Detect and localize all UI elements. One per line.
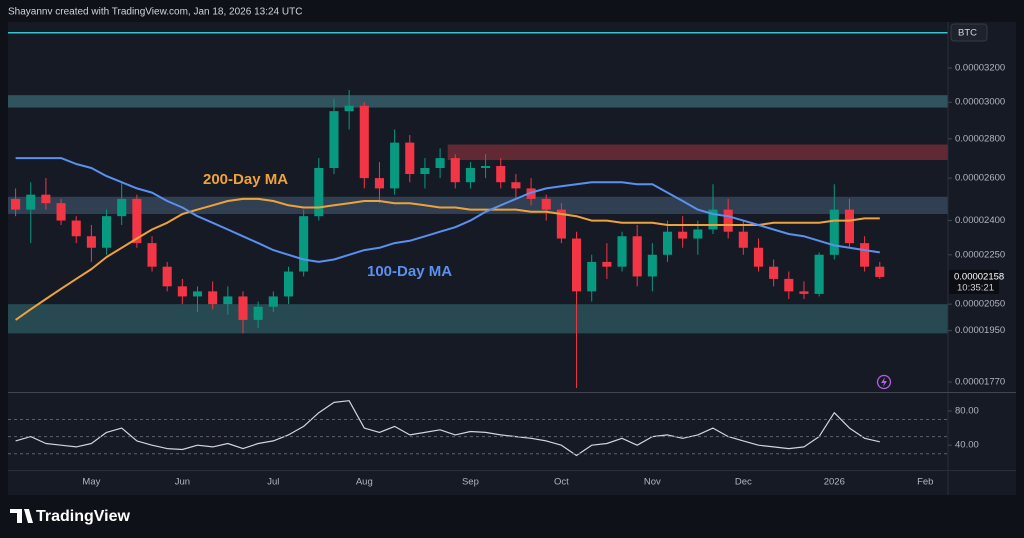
candle-body bbox=[511, 182, 521, 189]
candle-body bbox=[71, 220, 81, 237]
brand: TradingView bbox=[36, 508, 131, 525]
x-tick-label: Jun bbox=[175, 477, 190, 488]
candle-body bbox=[647, 254, 657, 277]
header: Shayannv created with TradingView.com, J… bbox=[8, 7, 302, 18]
y-tick-label: 0.00002400 bbox=[955, 215, 1005, 226]
candle-body bbox=[617, 236, 627, 267]
candle-body bbox=[344, 105, 354, 112]
alert-icon[interactable] bbox=[876, 374, 892, 390]
y-tick-label: 0.00002250 bbox=[955, 249, 1005, 260]
candle-body bbox=[86, 236, 96, 248]
candle-body bbox=[374, 178, 384, 189]
ma-line bbox=[15, 197, 880, 321]
candle-body bbox=[359, 105, 369, 179]
candle-body bbox=[496, 166, 506, 183]
candle-body bbox=[602, 261, 612, 267]
candle-body bbox=[556, 209, 566, 239]
price-tag-label: 0.00002158 bbox=[954, 271, 1004, 282]
x-tick-label: Nov bbox=[644, 477, 661, 488]
y-tick-label: 0.00002600 bbox=[955, 173, 1005, 184]
candle-body bbox=[41, 194, 51, 204]
zone bbox=[447, 144, 948, 161]
candle-body bbox=[693, 229, 703, 239]
candle-body bbox=[481, 166, 491, 169]
candle-body bbox=[738, 231, 748, 248]
candle-body bbox=[405, 142, 415, 175]
logo-mark bbox=[10, 509, 33, 523]
y-tick-label: 0.00001950 bbox=[955, 325, 1005, 336]
candle-body bbox=[678, 231, 688, 239]
y-tick-label: 0.00003200 bbox=[955, 63, 1005, 74]
ma-annotation: 200-Day MA bbox=[203, 171, 288, 188]
candle-body bbox=[223, 296, 233, 305]
candle-body bbox=[390, 142, 400, 189]
candle-body bbox=[860, 243, 870, 267]
candle-body bbox=[541, 198, 551, 210]
candle-body bbox=[420, 168, 430, 175]
candle-body bbox=[784, 278, 794, 292]
candle-body bbox=[723, 209, 733, 232]
candle-body bbox=[56, 203, 66, 221]
candle-body bbox=[102, 216, 112, 248]
candle-body bbox=[117, 198, 127, 217]
ma-line bbox=[15, 157, 880, 263]
candle-body bbox=[875, 266, 885, 277]
candle-body bbox=[192, 291, 203, 297]
candle-body bbox=[329, 111, 339, 169]
x-tick-label: Jul bbox=[267, 477, 279, 488]
zone bbox=[8, 95, 948, 108]
candle-body bbox=[299, 216, 309, 272]
candle-body bbox=[662, 231, 673, 255]
candle-body bbox=[253, 306, 263, 320]
candle-body bbox=[314, 168, 324, 217]
candle-body bbox=[283, 271, 294, 297]
x-tick-label: Aug bbox=[356, 477, 373, 488]
x-tick-label: Dec bbox=[735, 477, 752, 488]
x-tick-label: 2026 bbox=[824, 477, 845, 488]
x-tick-label: Sep bbox=[462, 477, 479, 488]
x-tick-label: Feb bbox=[917, 477, 933, 488]
x-tick-label: May bbox=[82, 477, 100, 488]
candle-body bbox=[708, 209, 718, 230]
candle-body bbox=[11, 198, 21, 210]
candle-body bbox=[753, 247, 764, 267]
candle-body bbox=[769, 266, 779, 279]
candle-body bbox=[829, 209, 839, 255]
y-tick-label: 0.00002050 bbox=[955, 299, 1005, 310]
y-tick-label: 0.00003000 bbox=[955, 97, 1005, 108]
candle-body bbox=[572, 238, 582, 292]
candle-body bbox=[147, 243, 157, 267]
candle-body bbox=[435, 158, 445, 169]
candle-body bbox=[814, 254, 824, 294]
y-tick-label: 0.00001770 bbox=[955, 377, 1005, 388]
symbol: BTC bbox=[958, 28, 977, 39]
candle-body bbox=[799, 291, 809, 294]
indicator-line bbox=[15, 400, 880, 457]
price-tag bbox=[949, 269, 999, 294]
y-tick-label: 80.00 bbox=[955, 405, 979, 416]
candle-body bbox=[208, 291, 218, 305]
candle-body bbox=[268, 296, 278, 307]
candle-body bbox=[162, 266, 172, 287]
zone bbox=[8, 304, 948, 334]
x-tick-label: Oct bbox=[554, 477, 569, 488]
candle-body bbox=[26, 194, 36, 210]
candle-body bbox=[465, 168, 475, 183]
candle-body bbox=[238, 296, 248, 320]
countdown: 10:35:21 bbox=[957, 282, 994, 293]
y-tick-label: 40.00 bbox=[955, 440, 979, 451]
candle-body bbox=[450, 158, 460, 183]
y-tick-label: 0.00002800 bbox=[955, 133, 1005, 144]
candle-body bbox=[177, 286, 187, 297]
candle-body bbox=[632, 236, 642, 277]
plot bbox=[11, 89, 885, 457]
symbol-box bbox=[950, 23, 988, 42]
candle-body bbox=[844, 209, 854, 244]
zone bbox=[8, 196, 948, 214]
candle-body bbox=[587, 261, 597, 292]
alert-icon-bolt bbox=[881, 377, 887, 387]
ma-annotation: 100-Day MA bbox=[367, 263, 452, 280]
candle-body bbox=[132, 198, 142, 244]
